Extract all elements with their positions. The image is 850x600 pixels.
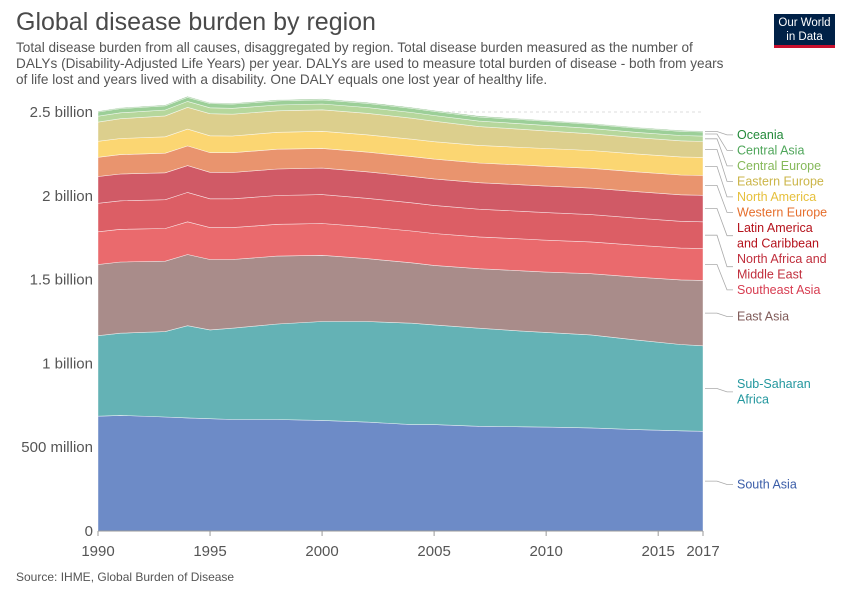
y-tick-label: 1.5 billion xyxy=(30,272,93,289)
legend-label-line: Oceania xyxy=(737,128,784,142)
legend-label-line: Central Asia xyxy=(737,143,804,157)
y-axis: 0 500 million 1 billion 1.5 billion 2 billio… xyxy=(21,104,93,540)
x-tick-label: 2017 xyxy=(686,543,719,560)
legend-label-line: South Asia xyxy=(737,478,797,492)
y-tick-label: 2.5 billion xyxy=(30,104,93,121)
area-oceania[interactable] xyxy=(97,96,704,133)
legend-label-central-europe[interactable]: Central Europe xyxy=(737,159,821,173)
legend-label-line: Africa xyxy=(737,393,769,407)
legend-label-eastern-europe[interactable]: Eastern Europe xyxy=(737,174,824,188)
legend-label-line: Latin America xyxy=(737,221,813,235)
x-tick-label: 2000 xyxy=(305,543,338,560)
legend-label-line: North Africa and xyxy=(737,252,827,266)
x-axis: 1990 1995 2000 2005 2010 2015 2017 xyxy=(81,530,720,560)
legend-connector xyxy=(705,480,733,485)
legend-connector xyxy=(705,149,733,182)
area-series xyxy=(97,96,704,532)
legend-connector xyxy=(705,208,733,237)
legend-label-line: Central Europe xyxy=(737,159,821,173)
y-tick-label: 2 billion xyxy=(42,188,93,205)
y-tick-label: 1 billion xyxy=(42,355,93,372)
legend-label-line: Western Europe xyxy=(737,205,827,219)
owid-logo[interactable]: Our World in Data xyxy=(774,14,835,48)
legend-label-latin-america-and-caribbean[interactable]: Latin America and Caribbean xyxy=(737,221,819,251)
legend-connector xyxy=(705,234,733,268)
x-tick-label: 2005 xyxy=(417,543,450,560)
legend-connector xyxy=(705,166,733,198)
legend-connector xyxy=(705,185,733,213)
legend-label-line: Southeast Asia xyxy=(737,283,820,297)
legend-label-line: Middle East xyxy=(737,267,803,281)
legend-label-line: Sub-Saharan xyxy=(737,377,811,391)
legend-label-central-asia[interactable]: Central Asia xyxy=(737,143,804,157)
x-tick-label: 2015 xyxy=(641,543,674,560)
legend-label-line: North America xyxy=(737,190,816,204)
legend-label-south-asia[interactable]: South Asia xyxy=(737,478,797,492)
legend-connector xyxy=(705,138,733,167)
source-note: Source: IHME, Global Burden of Disease xyxy=(16,570,235,584)
area-south-asia[interactable] xyxy=(97,415,704,532)
legend-label-oceania[interactable]: Oceania xyxy=(737,128,784,142)
legend-label-north-africa-and-middle-east[interactable]: North Africa and Middle East xyxy=(737,252,827,282)
logo-line-1: Our World xyxy=(778,17,831,29)
y-tick-label: 0 xyxy=(85,523,93,540)
legend-label-western-europe[interactable]: Western Europe xyxy=(737,205,827,219)
legend-label-southeast-asia[interactable]: Southeast Asia xyxy=(737,283,820,297)
legend-connector xyxy=(705,131,733,136)
legend-connector xyxy=(705,388,733,393)
legend-label-line: East Asia xyxy=(737,310,789,324)
legend-label-line: Eastern Europe xyxy=(737,174,824,188)
legend-label-line: and Caribbean xyxy=(737,236,819,250)
chart-subtitle: Total disease burden from all causes, di… xyxy=(16,40,724,87)
legend-connector xyxy=(705,133,733,151)
legend-label-north-america[interactable]: North America xyxy=(737,190,816,204)
area-sub-saharan-africa[interactable] xyxy=(97,321,704,432)
legend-connector xyxy=(705,312,733,317)
legend-label-sub-saharan-africa[interactable]: Sub-Saharan Africa xyxy=(737,377,811,407)
x-tick-label: 1995 xyxy=(193,543,226,560)
chart-title: Global disease burden by region xyxy=(16,8,376,36)
x-tick-label: 1990 xyxy=(81,543,114,560)
legend-connector xyxy=(705,264,733,291)
x-tick-label: 2010 xyxy=(529,543,562,560)
y-tick-label: 500 million xyxy=(21,439,93,456)
logo-line-2: in Data xyxy=(786,31,823,43)
legend-label-east-asia[interactable]: East Asia xyxy=(737,310,789,324)
